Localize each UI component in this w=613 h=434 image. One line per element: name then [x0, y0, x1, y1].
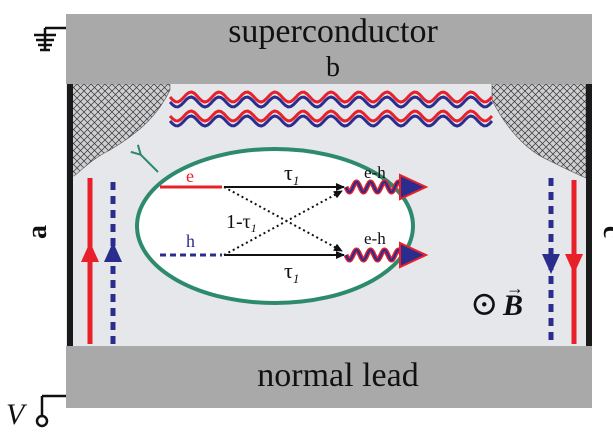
ground-icon [34, 26, 66, 52]
hole-label: h [186, 231, 195, 251]
one-minus-tau-label: 1-τ1 [226, 211, 257, 235]
normal-lead-label: normal lead [257, 357, 418, 394]
left-edge-bar [67, 84, 73, 346]
right-electron-arrow [565, 254, 583, 274]
outgoing-eh-pair-top [343, 173, 429, 201]
eh-bottom-label: e-h [364, 229, 386, 248]
left-hole-arrow [104, 242, 122, 262]
superconductor-region [66, 14, 592, 84]
label-b: b [326, 52, 340, 83]
hatched-region-right [491, 83, 587, 179]
field-vector-arrow: → [506, 278, 524, 298]
voltage-label: V [6, 398, 28, 431]
tau-bottom-label: τ1 [284, 258, 299, 286]
left-electron-arrow [81, 242, 99, 262]
label-c: c [597, 226, 613, 238]
normal-lead-region [66, 346, 592, 408]
cross-arrow-down [223, 186, 343, 252]
tau-top-label: τ1 [284, 160, 299, 188]
field-symbol-icon: ⊙ [470, 286, 499, 323]
outgoing-eh-pair-bottom [343, 241, 429, 269]
cross-arrow-up [223, 190, 343, 256]
label-a: a [22, 225, 53, 239]
electron-label: e [186, 166, 194, 186]
zoom-pointer-arrow [140, 154, 159, 173]
field-B-label: B [502, 289, 523, 322]
hatched-region-left [71, 83, 171, 177]
voltage-terminal-icon [35, 394, 66, 428]
right-hole-arrow [542, 254, 560, 274]
superconductor-label: superconductor [228, 13, 438, 50]
eh-top-label: e-h [364, 163, 386, 182]
right-edge-bar [586, 84, 592, 346]
andreev-wavy-channels [168, 90, 494, 128]
